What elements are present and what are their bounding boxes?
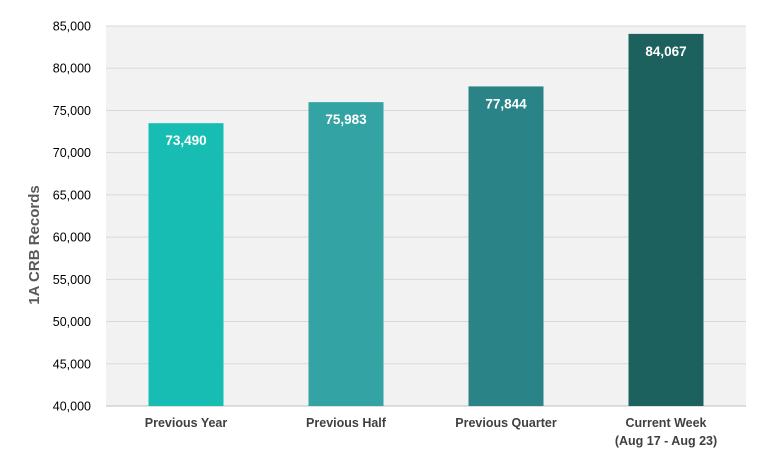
bar <box>468 86 544 407</box>
y-tick-label: 75,000 <box>53 104 91 118</box>
x-axis-categories: Previous Year Previous Half Previous Quart… <box>145 416 717 448</box>
y-axis-ticks: 40,000 45,000 50,000 55,000 60,000 65,000 70,0… <box>53 20 91 414</box>
y-tick-label: 70,000 <box>53 146 91 160</box>
y-tick-label: 45,000 <box>53 357 91 371</box>
y-tick-label: 40,000 <box>53 400 91 414</box>
x-tick-label: Previous Quarter <box>455 416 557 430</box>
y-tick-label: 65,000 <box>53 188 91 202</box>
data-label: 77,844 <box>485 96 527 111</box>
y-tick-label: 60,000 <box>53 231 91 245</box>
bars <box>148 33 704 407</box>
bar <box>148 123 224 406</box>
y-tick-label: 55,000 <box>53 273 91 287</box>
bar <box>308 102 384 406</box>
y-tick-label: 80,000 <box>53 62 91 76</box>
x-tick-label: (Aug 17 - Aug 23) <box>615 434 717 448</box>
y-axis-label: 1A CRB Records <box>26 185 43 304</box>
data-label: 73,490 <box>165 133 206 148</box>
bar <box>628 33 704 407</box>
x-tick-label: Current Week <box>625 416 706 430</box>
y-tick-label: 85,000 <box>53 20 91 34</box>
x-tick-label: Previous Half <box>306 416 387 430</box>
x-tick-label: Previous Year <box>145 416 228 430</box>
data-label: 84,067 <box>645 44 686 59</box>
data-label: 75,983 <box>325 112 367 127</box>
value-labels: 73,490 75,983 77,844 84,067 <box>165 44 686 148</box>
y-tick-label: 50,000 <box>53 315 91 329</box>
